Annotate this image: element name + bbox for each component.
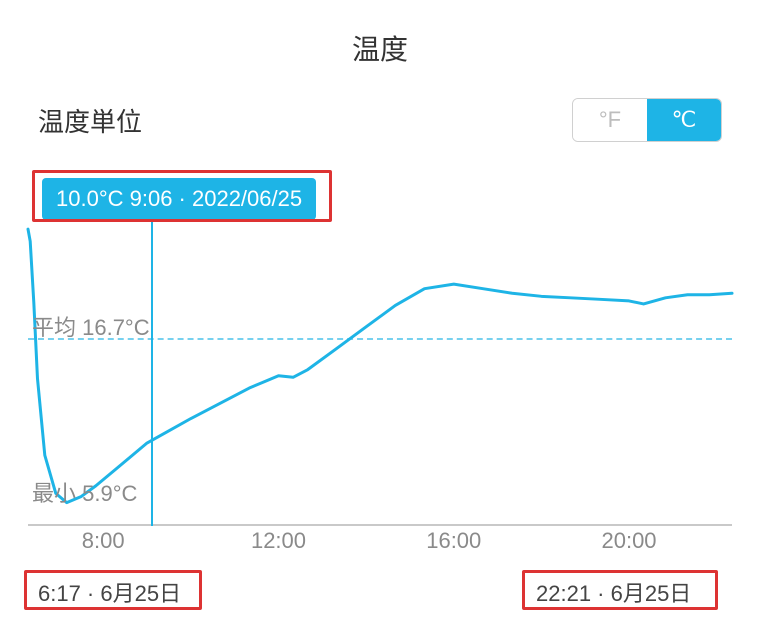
unit-label: 温度単位 [38, 102, 142, 139]
x-tick-label: 12:00 [251, 528, 306, 554]
range-start-label: 6:17 · 6月25日 [30, 572, 189, 612]
unit-toggle[interactable]: °F ℃ [572, 98, 722, 142]
avg-label: 平均 16.7°C [32, 310, 150, 342]
chart-x-axis: 8:00 12:00 16:00 20:00 [28, 528, 732, 558]
unit-row: 温度単位 °F ℃ [0, 68, 760, 142]
unit-fahrenheit-button[interactable]: °F [573, 99, 647, 141]
temperature-chart[interactable]: 平均 16.7°C 最小 5.9°C [28, 226, 732, 526]
x-tick-label: 20:00 [601, 528, 656, 554]
min-label: 最小 5.9°C [32, 476, 137, 508]
chart-cursor-line[interactable] [151, 220, 153, 526]
page-title: 温度 [0, 0, 760, 68]
chart-tooltip: 10.0°C 9:06 · 2022/06/25 [42, 178, 316, 220]
x-tick-label: 16:00 [426, 528, 481, 554]
chart-plot-area[interactable]: 平均 16.7°C 最小 5.9°C [28, 226, 732, 526]
x-tick-label: 8:00 [82, 528, 125, 554]
range-end-label: 22:21 · 6月25日 [528, 572, 699, 612]
unit-celsius-button[interactable]: ℃ [647, 99, 721, 141]
